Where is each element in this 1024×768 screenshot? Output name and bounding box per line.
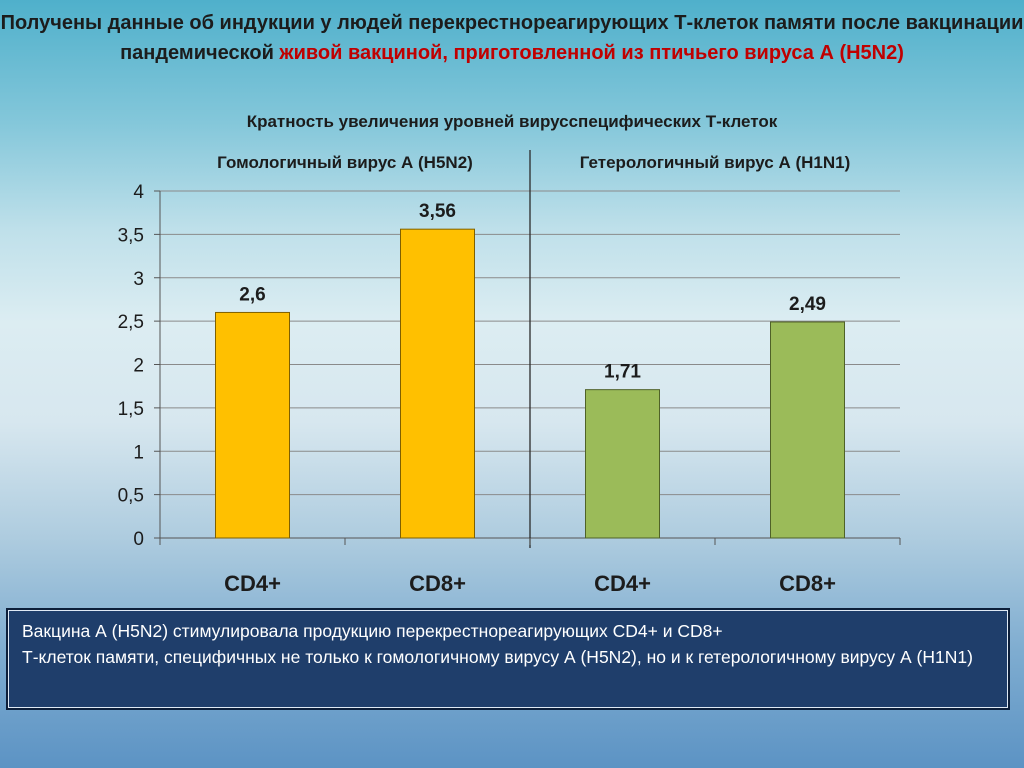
bar	[770, 321, 845, 539]
y-tick-label: 0,5	[118, 486, 144, 507]
y-tick-label: 1	[133, 442, 144, 463]
category-label: CD4+	[594, 571, 651, 596]
bar	[400, 228, 475, 539]
bar-chart: 0 0,5 1 1,5 2 2,5 3 3,5 4 2,6 CD4+ 3,56 CD8+ 1,71 CD4+…	[118, 150, 901, 596]
y-tick-label: 0	[133, 529, 144, 550]
data-label: 1,71	[604, 362, 641, 383]
data-label: 2,6	[239, 284, 265, 305]
data-label: 2,49	[789, 294, 826, 315]
category-label: CD8+	[779, 571, 836, 596]
title-highlight: живой вакциной, приготовленной из птичье…	[279, 42, 904, 64]
group-label-heterologous: Гетерологичный вирус А (H1N1)	[579, 153, 851, 172]
chart-title: Кратность увеличения уровней вирусспециф…	[246, 112, 778, 131]
bar	[215, 311, 290, 539]
y-tick-label: 2,5	[118, 312, 144, 333]
y-tick-label: 3	[133, 269, 144, 290]
conclusion-line-1: Вакцина А (H5N2) стимулировала продукцию…	[22, 621, 723, 641]
conclusion-box: Вакцина А (H5N2) стимулировала продукцию…	[6, 608, 1010, 710]
category-label: CD4+	[224, 571, 281, 596]
data-label: 3,56	[419, 201, 456, 222]
bar	[585, 389, 660, 539]
category-label: CD8+	[409, 571, 466, 596]
y-tick-label: 1,5	[118, 399, 144, 420]
group-label-homologous: Гомологичный вирус А (H5N2)	[217, 153, 473, 172]
title-text: Получены данные об индукции у людей пере…	[0, 12, 1024, 64]
conclusion-line-2: Т-клеток памяти, специфичных не только к…	[22, 647, 973, 667]
slide-title: Получены данные об индукции у людей пере…	[0, 8, 1024, 68]
y-tick-label: 3,5	[118, 225, 144, 246]
y-tick-label: 4	[133, 182, 144, 203]
y-tick-label: 2	[133, 356, 144, 377]
